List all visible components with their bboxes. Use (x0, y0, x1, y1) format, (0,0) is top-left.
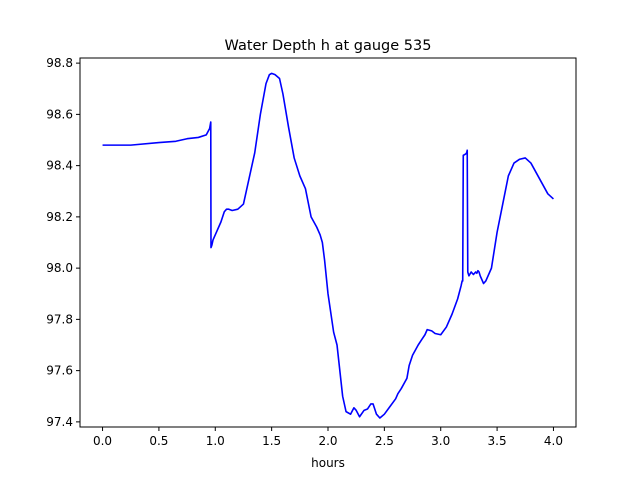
plot-frame (79, 57, 577, 428)
y-tick-label: 97.6 (46, 364, 73, 378)
x-tick-label: 2.5 (375, 434, 394, 448)
y-tick-label: 98.2 (46, 210, 73, 224)
x-tick-label: 3.5 (488, 434, 507, 448)
y-axis-ticks: 97.4 97.6 97.8 98.0 98.2 98.4 98.6 98.8 (46, 56, 80, 429)
y-tick-label: 97.8 (46, 312, 73, 326)
chart-title: Water Depth h at gauge 535 (225, 38, 432, 54)
x-axis-ticks: 0.0 0.5 1.0 1.5 2.0 2.5 3.0 3.5 4.0 (93, 427, 563, 448)
y-tick-label: 98.8 (46, 56, 73, 70)
x-tick-label: 1.5 (262, 434, 281, 448)
x-tick-label: 0.5 (149, 434, 168, 448)
x-axis-label: hours (311, 456, 345, 470)
y-tick-label: 97.4 (46, 415, 73, 429)
x-tick-label: 4.0 (544, 434, 563, 448)
series-line-0 (102, 72, 554, 419)
y-tick-label: 98.0 (46, 261, 73, 275)
x-tick-label: 3.0 (431, 434, 450, 448)
y-tick-label: 98.6 (46, 107, 73, 121)
x-tick-label: 2.0 (318, 434, 337, 448)
plot-area (80, 58, 576, 427)
y-tick-label: 98.4 (46, 159, 73, 173)
x-tick-label: 0.0 (93, 434, 112, 448)
series-layer (102, 72, 554, 419)
x-tick-label: 1.0 (206, 434, 225, 448)
